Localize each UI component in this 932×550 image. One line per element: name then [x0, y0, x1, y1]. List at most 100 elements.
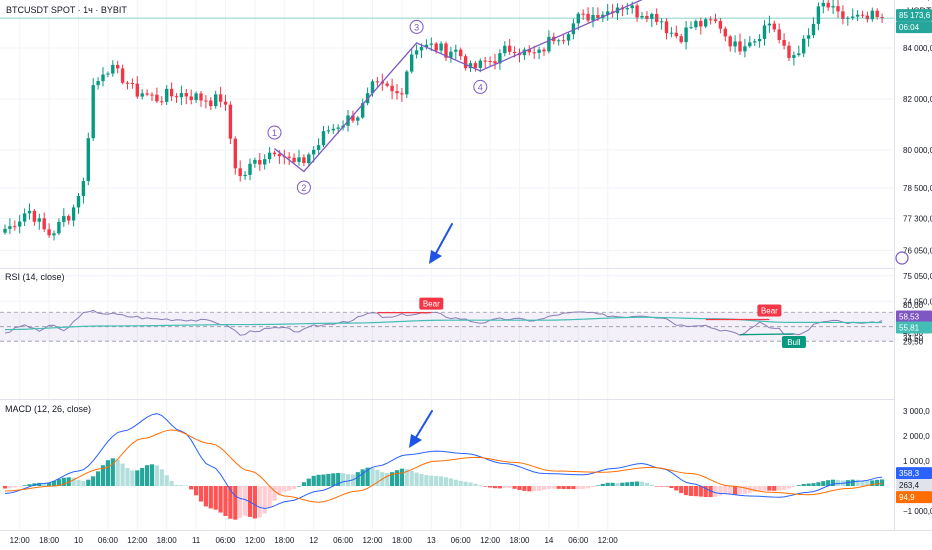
candle	[316, 138, 321, 156]
macd-histogram-bar	[546, 486, 551, 489]
macd-histogram-bar	[816, 482, 821, 486]
macd-histogram-bar	[228, 486, 233, 519]
divergence-bear[interactable]: Bear	[377, 297, 444, 314]
macd-histogram-bar	[385, 472, 390, 486]
macd-histogram-bar	[316, 474, 321, 486]
rsi-ma-value-tag: 55,81	[896, 321, 932, 334]
candle	[405, 69, 409, 98]
macd-histogram-bar	[360, 469, 365, 486]
candle	[635, 3, 639, 22]
candle	[478, 58, 482, 73]
wave-label-1[interactable]: 1	[267, 125, 282, 140]
macd-histogram-bar	[507, 486, 512, 488]
wave-label-2[interactable]: 2	[296, 180, 311, 195]
svg-text:2: 2	[301, 183, 306, 193]
macd-histogram-bar	[154, 465, 159, 486]
candle	[160, 96, 164, 106]
time-tick-label: 06:00	[98, 536, 119, 545]
time-scale[interactable]: 12:00 18:00 10 06:00 12:00 18:00 11 06:00 12:00 1…	[10, 536, 619, 545]
macd-histogram-bar	[639, 481, 645, 486]
macd-histogram-bar	[630, 481, 635, 486]
candle	[253, 157, 257, 168]
macd-histogram-bar	[537, 486, 542, 491]
time-tick-label: 12:00	[10, 536, 31, 545]
candle	[228, 101, 233, 145]
macd-histogram-bar	[42, 482, 47, 486]
macd-histogram-bar	[742, 486, 747, 494]
macd-histogram-bar	[777, 486, 782, 491]
last-price-tag: 85 173,6	[896, 9, 932, 22]
price-pane[interactable]: 12345	[0, 0, 894, 241]
macd-histogram-bar	[257, 486, 262, 518]
macd-histogram-bar	[164, 475, 169, 486]
macd-histogram-bar	[331, 473, 336, 486]
macd-histogram-bar	[615, 482, 620, 486]
macd-histogram-bar	[365, 467, 370, 486]
rsi-title: RSI (14, close)	[5, 272, 65, 282]
divergence-bull[interactable]: Bull	[739, 333, 806, 348]
candle	[439, 41, 443, 55]
candle	[542, 47, 546, 56]
macd-histogram-bar	[473, 483, 478, 486]
arrow-annotation-macd	[409, 410, 433, 448]
rsi-pane[interactable]: Bear Bear Bull	[0, 297, 894, 348]
macd-histogram-bar	[434, 476, 439, 486]
macd-histogram-bar	[737, 486, 743, 495]
macd-histogram-bar	[96, 471, 101, 486]
macd-histogram-bar	[174, 484, 179, 486]
candle	[522, 47, 527, 60]
macd-histogram-bar	[688, 486, 694, 496]
candle	[699, 17, 703, 35]
macd-histogram-bar	[865, 480, 870, 486]
candle	[106, 71, 110, 78]
macd-histogram-bar	[296, 485, 302, 487]
macd-value-tag: 358,3	[896, 467, 932, 480]
macd-histogram-bar	[189, 486, 194, 490]
divergence-bear[interactable]: Bear	[705, 304, 782, 321]
macd-title: MACD (12, 26, close)	[5, 404, 91, 414]
wave-label-3[interactable]: 3	[409, 19, 424, 34]
time-tick-label: 12:00	[245, 536, 266, 545]
macd-histogram-bar	[576, 486, 581, 490]
candle	[267, 147, 272, 164]
macd-histogram-bar	[644, 482, 649, 486]
candle	[689, 21, 693, 30]
macd-histogram-bar	[100, 465, 106, 486]
candle	[483, 56, 487, 68]
macd-histogram-bar	[821, 481, 826, 486]
macd-tick-label: 3 000,0	[903, 407, 930, 416]
candle	[179, 85, 184, 106]
macd-pane[interactable]	[2, 413, 885, 520]
macd-histogram-bar	[17, 486, 22, 487]
macd-histogram-bar	[27, 484, 32, 486]
candle	[52, 230, 56, 241]
macd-histogram-bar	[517, 486, 522, 491]
macd-histogram-bar	[71, 477, 76, 486]
candle	[302, 154, 306, 167]
macd-histogram-bar	[880, 479, 885, 486]
candle	[145, 89, 149, 97]
macd-histogram-bar	[375, 469, 380, 486]
price-tick-label: 76 050,0	[903, 246, 932, 255]
macd-histogram-bar	[806, 483, 811, 486]
candle	[8, 218, 12, 235]
time-tick-label: 11	[192, 536, 201, 545]
time-tick-label: 06:00	[333, 536, 354, 545]
candle	[419, 43, 424, 59]
candle	[493, 53, 497, 70]
macd-histogram-bar	[429, 475, 434, 486]
wave-label-4[interactable]: 4	[473, 79, 488, 94]
candle	[723, 26, 727, 42]
candle	[165, 85, 169, 105]
scale-handle-icon[interactable]	[895, 251, 909, 265]
candle	[400, 87, 404, 102]
macd-histogram-bar	[169, 481, 174, 486]
candle	[537, 46, 541, 60]
candle	[140, 89, 144, 100]
macd-histogram-bar	[345, 474, 351, 486]
macd-histogram-bar	[2, 486, 8, 489]
candle	[547, 30, 551, 54]
candle	[96, 77, 100, 90]
macd-histogram-bar	[532, 486, 537, 492]
